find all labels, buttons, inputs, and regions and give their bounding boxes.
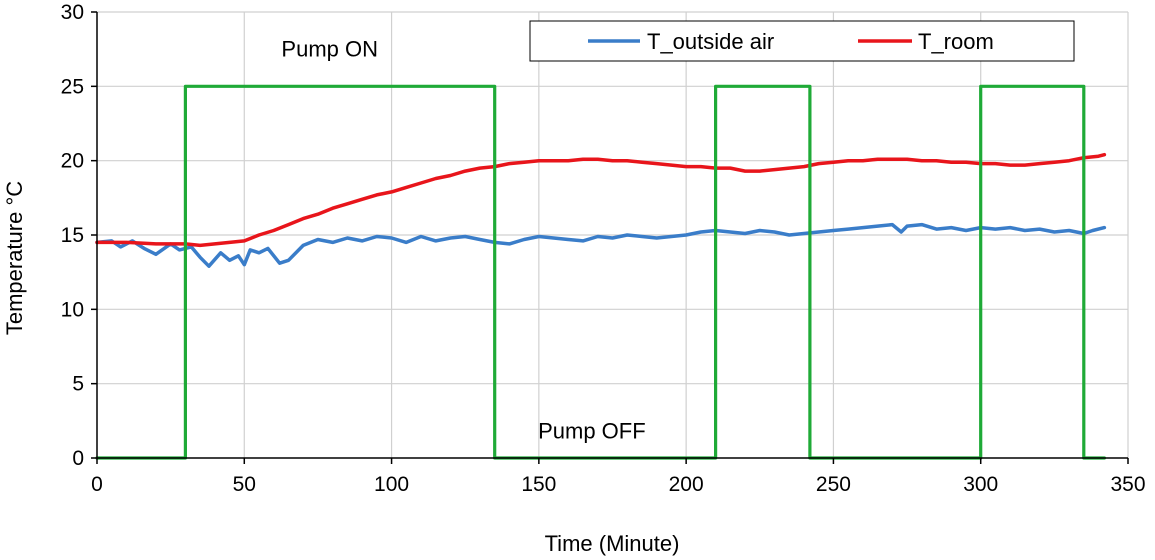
y-tick-label-0: 0	[72, 447, 84, 470]
y-axis-title: Temperature °C	[2, 181, 27, 335]
y-tick-label-5: 5	[72, 373, 84, 396]
y-tick-label-30: 30	[61, 1, 84, 24]
y-tick-label-25: 25	[61, 75, 84, 98]
series-layer	[95, 84, 1107, 460]
y-tick-label-10: 10	[61, 298, 84, 321]
x-tick-label-200: 200	[669, 473, 704, 496]
x-tick-label-350: 350	[1110, 473, 1145, 496]
x-tick-label-300: 300	[963, 473, 998, 496]
series-line-t-room	[95, 152, 1107, 248]
x-tick-label-150: 150	[521, 473, 556, 496]
legend-label-outside-air: T_outside air	[647, 29, 774, 54]
grid	[97, 11, 1129, 458]
x-tick-label-250: 250	[816, 473, 851, 496]
y-tick-label-20: 20	[61, 150, 84, 173]
x-tick-label-50: 50	[233, 473, 256, 496]
legend-label-room: T_room	[918, 29, 994, 54]
x-tick-label-100: 100	[374, 473, 409, 496]
x-axis-title: Time (Minute)	[545, 531, 680, 556]
tick-labels: 0 50 100 150 200 250 300 350 0 5 10 15 20 25 30	[61, 1, 1146, 496]
y-tick-label-15: 15	[61, 224, 84, 247]
series-line-pump-state	[95, 84, 1106, 460]
legend: T_outside air T_room	[529, 20, 1075, 62]
annotation-pump-off: Pump OFF	[538, 419, 646, 444]
axes	[91, 11, 1129, 464]
x-tick-label-0: 0	[91, 473, 103, 496]
annotation-pump-on: Pump ON	[281, 37, 378, 62]
series-line-t-outside-air	[95, 222, 1107, 268]
